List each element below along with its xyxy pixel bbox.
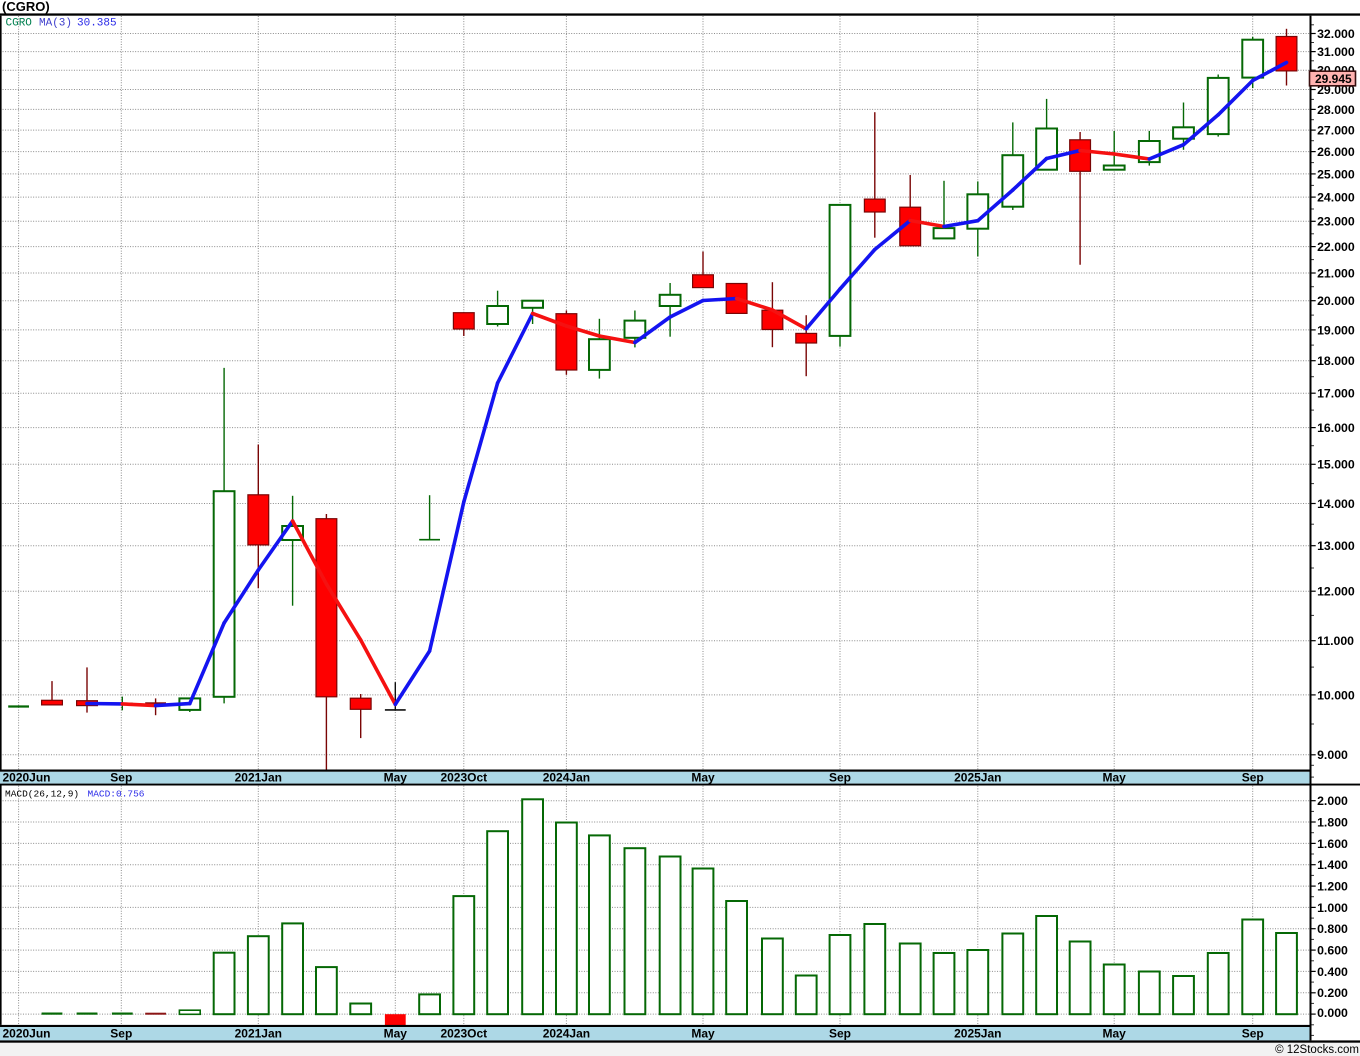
- svg-text:0.000: 0.000: [1317, 1006, 1348, 1020]
- svg-text:Sep: Sep: [829, 1026, 851, 1040]
- svg-text:16.000: 16.000: [1317, 421, 1355, 435]
- svg-text:1.600: 1.600: [1317, 837, 1348, 851]
- svg-text:32.000: 32.000: [1317, 27, 1355, 41]
- svg-text:24.000: 24.000: [1317, 191, 1355, 205]
- svg-text:Sep: Sep: [829, 771, 851, 785]
- svg-text:13.000: 13.000: [1317, 539, 1355, 553]
- svg-text:29.945: 29.945: [1315, 72, 1352, 86]
- svg-text:2.000: 2.000: [1317, 794, 1348, 808]
- svg-text:May: May: [384, 771, 408, 785]
- svg-text:26.000: 26.000: [1317, 145, 1355, 159]
- svg-text:1.000: 1.000: [1317, 901, 1348, 915]
- svg-text:0.600: 0.600: [1317, 944, 1348, 958]
- svg-text:10.000: 10.000: [1317, 688, 1355, 702]
- svg-text:MA(3): MA(3): [39, 18, 72, 30]
- svg-text:19.000: 19.000: [1317, 323, 1355, 337]
- svg-text:14.000: 14.000: [1317, 497, 1355, 511]
- svg-text:17.000: 17.000: [1317, 387, 1355, 401]
- svg-text:1.800: 1.800: [1317, 815, 1348, 829]
- svg-text:MACD(26,12,9): MACD(26,12,9): [5, 788, 79, 799]
- svg-text:CGRO: CGRO: [6, 18, 33, 30]
- svg-text:9.000: 9.000: [1317, 748, 1348, 762]
- svg-text:30.385: 30.385: [77, 18, 117, 30]
- svg-text:11.000: 11.000: [1317, 634, 1354, 648]
- svg-text:2021Jan: 2021Jan: [235, 771, 282, 785]
- svg-text:© 12Stocks.com: © 12Stocks.com: [1275, 1044, 1359, 1056]
- svg-text:2025Jan: 2025Jan: [954, 771, 1001, 785]
- svg-text:Sep: Sep: [1242, 771, 1264, 785]
- svg-text:Sep: Sep: [110, 1026, 132, 1040]
- svg-text:May: May: [1103, 771, 1127, 785]
- svg-text:20.000: 20.000: [1317, 294, 1355, 308]
- svg-text:2024Jan: 2024Jan: [543, 771, 590, 785]
- svg-text:15.000: 15.000: [1317, 458, 1355, 472]
- svg-text:2024Jan: 2024Jan: [543, 1026, 590, 1040]
- svg-text:May: May: [1103, 1026, 1127, 1040]
- svg-text:May: May: [691, 1026, 715, 1040]
- svg-text:2021Jan: 2021Jan: [235, 1026, 282, 1040]
- svg-text:0.800: 0.800: [1317, 922, 1348, 936]
- svg-text:25.000: 25.000: [1317, 167, 1355, 181]
- svg-text:18.000: 18.000: [1317, 354, 1355, 368]
- svg-text:1.400: 1.400: [1317, 858, 1348, 872]
- svg-text:2025Jan: 2025Jan: [954, 1026, 1001, 1040]
- svg-text:22.000: 22.000: [1317, 240, 1355, 254]
- svg-text:2023Oct: 2023Oct: [440, 771, 487, 785]
- svg-text:(CGRO): (CGRO): [2, 0, 50, 14]
- svg-text:Sep: Sep: [110, 771, 132, 785]
- svg-text:21.000: 21.000: [1317, 266, 1355, 280]
- svg-text:27.000: 27.000: [1317, 124, 1355, 138]
- svg-text:2020Jun: 2020Jun: [2, 1026, 50, 1040]
- svg-text:12.000: 12.000: [1317, 585, 1355, 599]
- svg-text:2020Jun: 2020Jun: [2, 771, 50, 785]
- svg-text:31.000: 31.000: [1317, 45, 1355, 59]
- svg-text:28.000: 28.000: [1317, 103, 1355, 117]
- svg-text:0.400: 0.400: [1317, 965, 1348, 979]
- svg-text:2023Oct: 2023Oct: [440, 1026, 487, 1040]
- svg-text:23.000: 23.000: [1317, 215, 1355, 229]
- svg-text:Sep: Sep: [1242, 1026, 1264, 1040]
- svg-text:May: May: [691, 771, 715, 785]
- svg-text:MACD:0.756: MACD:0.756: [88, 788, 145, 799]
- svg-text:May: May: [384, 1026, 408, 1040]
- svg-text:0.200: 0.200: [1317, 986, 1348, 1000]
- svg-text:1.200: 1.200: [1317, 880, 1348, 894]
